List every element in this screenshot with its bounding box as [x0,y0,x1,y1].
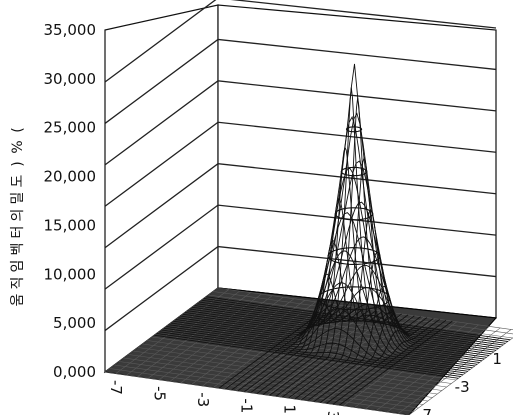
depth-axis-ticks: 51-3-7 [417,350,502,415]
gridline [104,0,497,83]
mesh-line [288,156,402,399]
x-tick-label: -7 [107,380,125,395]
z-tick-label: 35,000 [44,21,97,39]
z-tick-label: 25,000 [44,119,97,137]
z-tick-label: 10,000 [44,265,97,283]
mesh-line [320,318,434,403]
mesh-line [301,251,415,401]
gridline [104,121,497,207]
mesh-line [244,299,358,393]
z-tick-label: 5,000 [53,314,96,332]
x-tick-label: -1 [237,398,255,413]
mesh-line [282,97,396,398]
z-tick-label: 30,000 [44,70,97,88]
chart-walls [104,4,497,374]
x-tick-label: -3 [194,392,212,407]
gridline [104,245,497,332]
contour-ring [340,166,368,177]
y-title-glyph: 벡 [10,243,26,256]
gridline [104,38,497,124]
mesh-line [237,306,352,392]
y-title-glyph: 의 [10,209,26,222]
x-tick-label: -5 [150,386,168,401]
contour-ring [327,247,381,265]
mesh-line [275,87,390,397]
mesh-line [250,273,364,393]
gridline [104,163,497,249]
y-title-glyph: 밀 [10,192,26,205]
mesh-line [326,319,440,404]
mesh-line [256,240,371,394]
mesh-line [231,305,345,391]
y-title-glyph: ( [10,127,26,132]
mesh-line [269,146,383,396]
mesh-line [294,208,409,400]
surface-mesh [154,63,511,406]
gridline [104,80,497,166]
contour-ring [334,207,374,221]
x-tick-label: 1 [281,405,299,415]
y-title-glyph: 임 [10,260,26,273]
z-tick-label: 20,000 [44,168,97,186]
x-axis-ticks: -7-5-3-11357 [107,380,342,415]
mesh-line [339,320,453,406]
x-tick-label: 3 [324,411,342,415]
z-tick-label: 15,000 [44,216,97,234]
y-title-glyph: 도 [10,174,26,187]
depth-tick-label: 1 [492,350,502,368]
y-title-glyph: 터 [10,226,26,239]
y-title-glyph: 움 [10,293,26,306]
depth-tick-label: -3 [455,378,470,396]
y-title-glyph: ) [10,161,26,166]
contour-ring [317,286,391,311]
mesh-line [307,286,421,402]
z-tick-label: 0,000 [53,363,96,381]
mesh-line [332,319,447,405]
y-title-glyph: % [10,140,26,153]
z-axis-ticks: 35,000 30,000 25,000 20,000 15,000 10,000 5,00… [44,21,97,381]
contour-ring [345,126,363,133]
depth-tick-label: -7 [417,406,432,415]
gridline [104,204,497,290]
y-title-glyph: 직 [10,277,26,290]
mesh-line [313,312,428,402]
